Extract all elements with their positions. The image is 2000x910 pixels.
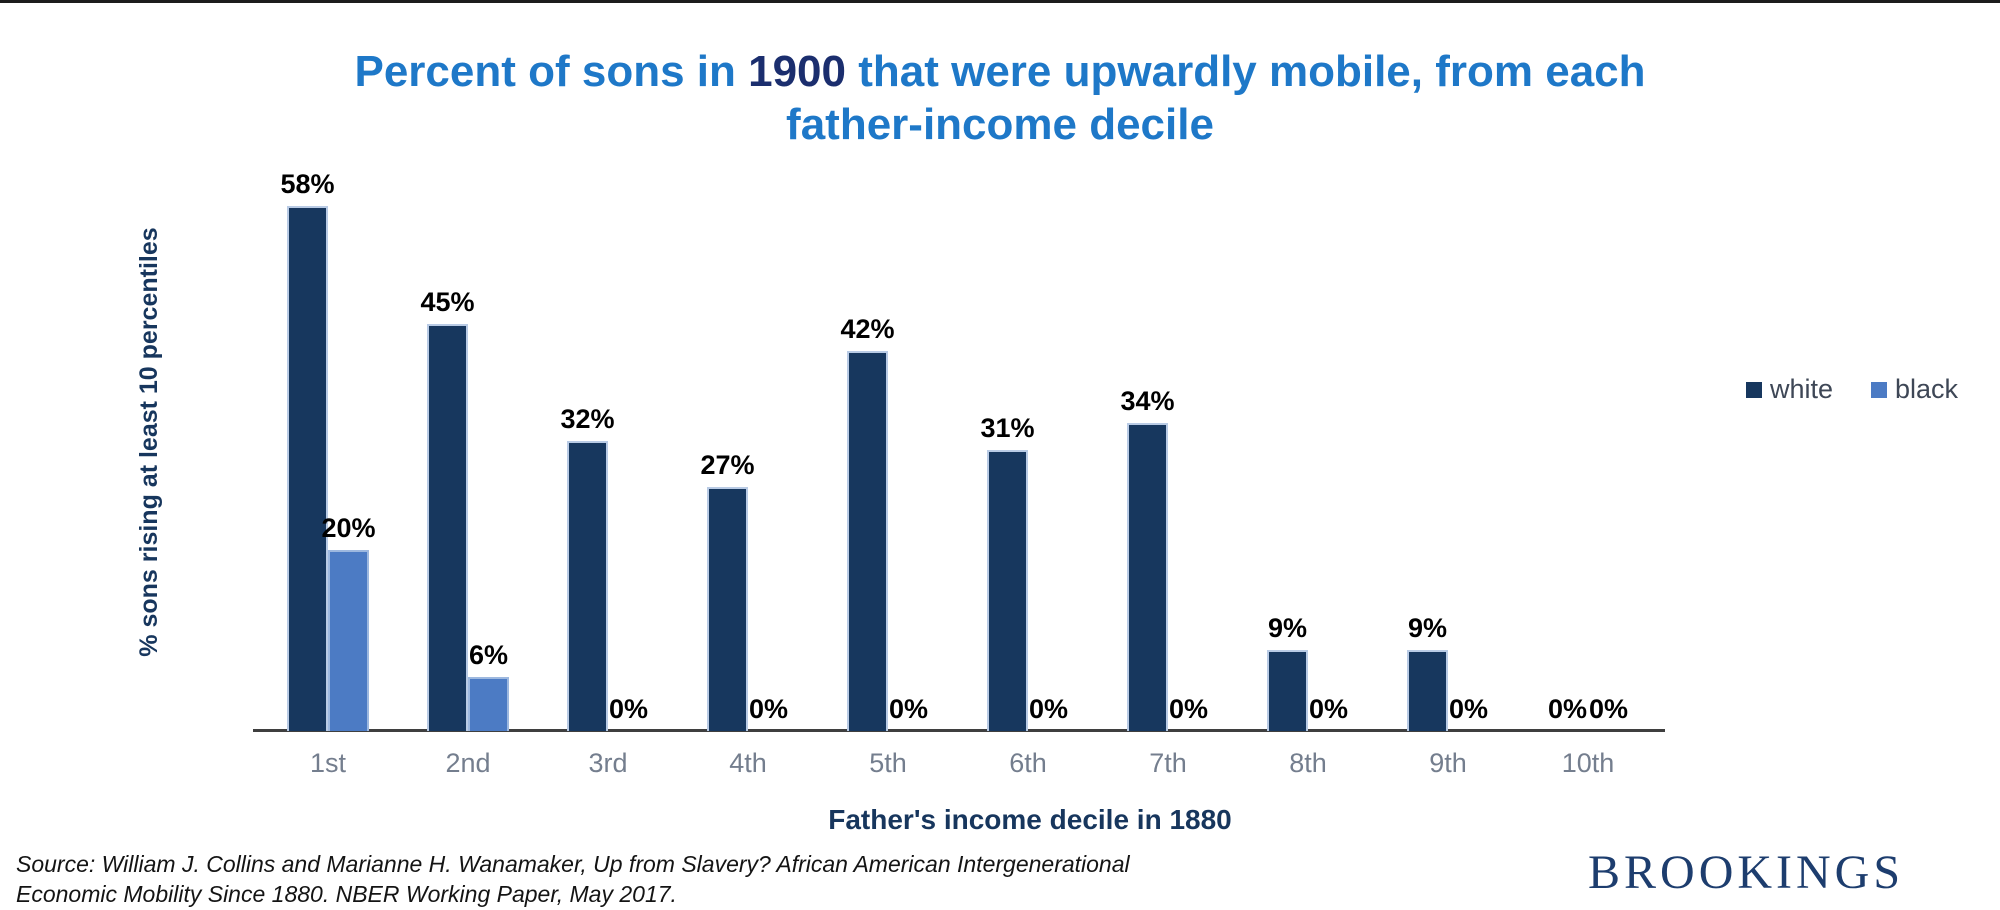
bar-black-1st (328, 550, 369, 731)
bar-white-5th (847, 351, 888, 731)
legend-swatch-black (1871, 381, 1888, 398)
bar-white-1st (287, 206, 328, 731)
value-label-black-4th: 0% (748, 694, 789, 724)
value-label-white-5th: 42% (840, 314, 895, 344)
category-label-7th: 7th (1149, 748, 1187, 778)
y-axis-title: % sons rising at least 10 percentiles (135, 227, 163, 657)
bar-white-8th (1267, 650, 1308, 731)
category-label-4th: 4th (729, 748, 767, 778)
category-label-9th: 9th (1429, 748, 1467, 778)
value-label-black-5th: 0% (888, 694, 929, 724)
category-label-3rd: 3rd (588, 748, 628, 778)
chart-title-line2: father-income decile (786, 100, 1214, 150)
legend-label-black: black (1895, 374, 1959, 404)
chart-title-year: 1900 (748, 47, 846, 97)
legend: white black (1746, 374, 1958, 405)
chart-title-text-after: that were upwardly mobile, from each (846, 47, 1646, 97)
value-label-black-6th: 0% (1028, 694, 1069, 724)
value-label-black-10th: 0% (1588, 694, 1629, 724)
bar-white-4th (707, 487, 748, 731)
value-label-white-7th: 34% (1120, 386, 1175, 416)
bar-white-6th (987, 450, 1028, 731)
bar-white-7th (1127, 423, 1168, 731)
value-label-white-8th: 9% (1267, 613, 1308, 643)
bar-white-3rd (567, 441, 608, 731)
value-label-black-7th: 0% (1168, 694, 1209, 724)
top-border-rule (0, 0, 2000, 3)
category-label-2nd: 2nd (445, 748, 491, 778)
bar-black-2nd (468, 677, 509, 731)
chart-title: Percent of sons in 1900 that were upward… (0, 45, 2000, 151)
brookings-logo: BROOKINGS (1588, 846, 1905, 899)
bar-white-2nd (427, 324, 468, 731)
category-label-8th: 8th (1289, 748, 1327, 778)
value-label-white-1st: 58% (280, 169, 335, 199)
source-note-line2: Economic Mobility Since 1880. NBER Worki… (16, 881, 677, 907)
value-label-white-6th: 31% (980, 413, 1035, 443)
x-axis-line (253, 729, 1665, 732)
category-label-6th: 6th (1009, 748, 1047, 778)
category-label-10th: 10th (1561, 748, 1615, 778)
legend-item-black: black (1871, 374, 1958, 405)
value-label-black-3rd: 0% (608, 694, 649, 724)
x-axis-title: Father's income decile in 1880 (828, 804, 1232, 835)
value-label-black-9th: 0% (1448, 694, 1489, 724)
value-label-black-8th: 0% (1308, 694, 1349, 724)
category-label-1st: 1st (309, 748, 347, 778)
value-label-white-10th: 0% (1547, 694, 1588, 724)
value-label-black-2nd: 6% (468, 640, 509, 670)
source-note: Source: William J. Collins and Marianne … (16, 849, 1130, 909)
bar-white-9th (1407, 650, 1448, 731)
value-label-black-1st: 20% (321, 513, 376, 543)
category-label-5th: 5th (869, 748, 907, 778)
chart-title-text: Percent of sons in (354, 47, 749, 97)
value-label-white-9th: 9% (1407, 613, 1448, 643)
legend-item-white: white (1746, 374, 1833, 405)
legend-swatch-white (1746, 381, 1762, 398)
legend-label-white: white (1770, 374, 1834, 404)
value-label-white-4th: 27% (700, 450, 755, 480)
source-note-line1: Source: William J. Collins and Marianne … (16, 851, 1130, 877)
value-label-white-2nd: 45% (420, 287, 475, 317)
value-label-white-3rd: 32% (560, 404, 615, 434)
